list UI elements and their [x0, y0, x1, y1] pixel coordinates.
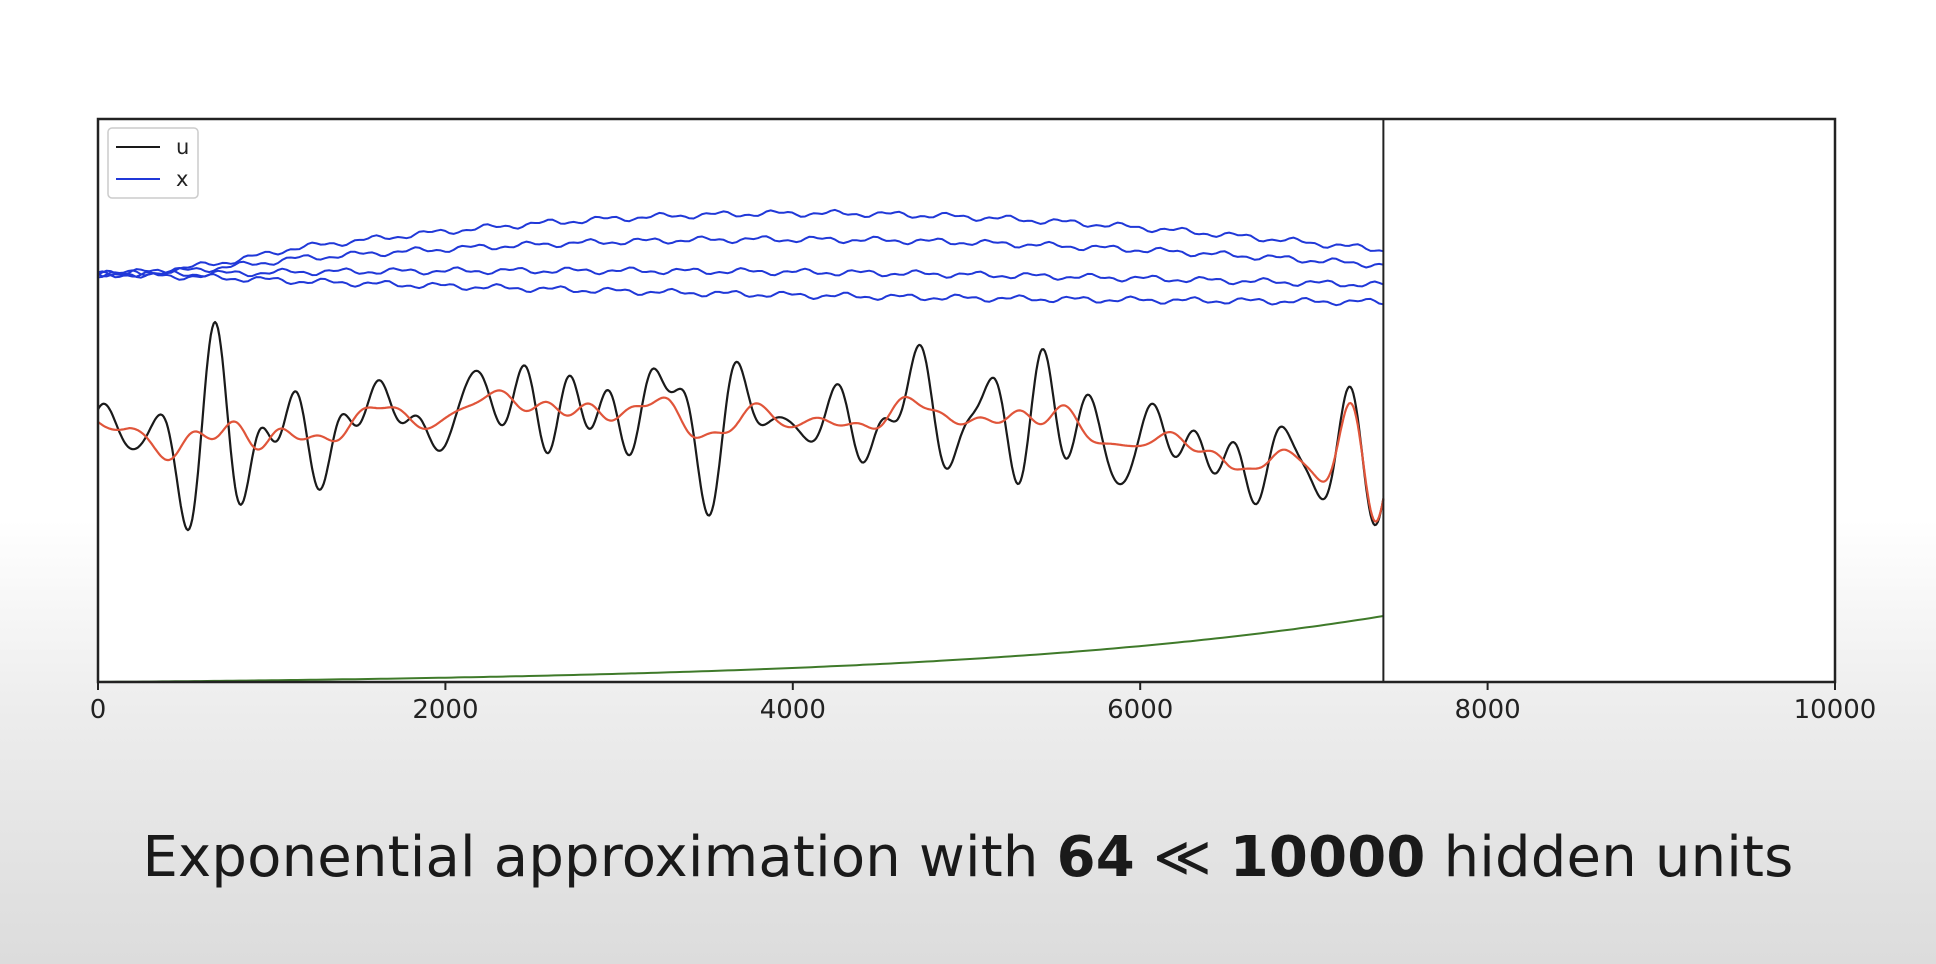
x-tick-label: 4000	[760, 695, 826, 725]
caption-prefix: Exponential approximation with	[142, 825, 1057, 890]
series-x-line	[97, 208, 1384, 278]
series-exponential-line	[97, 615, 1384, 683]
caption-bold-2: 10000	[1229, 825, 1426, 890]
x-tick-label: 8000	[1455, 695, 1521, 725]
caption-suffix: hidden units	[1425, 825, 1794, 890]
plot-frame	[96, 117, 1837, 684]
x-axis: 0 2000 4000 6000 8000 10000	[90, 682, 1877, 725]
legend-label-x: x	[176, 167, 188, 191]
series-x-line	[97, 266, 1384, 288]
caption: Exponential approximation with 64 ≪ 1000…	[0, 825, 1936, 890]
caption-bold-1: 64	[1056, 825, 1135, 890]
x-tick-label: 2000	[412, 695, 478, 725]
series-x-line	[97, 270, 1384, 307]
series-approximation-line	[97, 389, 1385, 523]
legend-box	[107, 127, 199, 199]
plot-area	[98, 119, 1835, 682]
series-layer	[97, 208, 1385, 683]
x-tick-label: 0	[90, 695, 107, 725]
series-x-line	[97, 235, 1384, 279]
series-u-line	[97, 320, 1385, 532]
legend: u x	[107, 127, 199, 199]
caption-middle: ≪	[1134, 825, 1230, 890]
x-tick-label: 10000	[1794, 695, 1877, 725]
legend-label-u: u	[176, 135, 189, 159]
x-tick-label: 6000	[1107, 695, 1173, 725]
